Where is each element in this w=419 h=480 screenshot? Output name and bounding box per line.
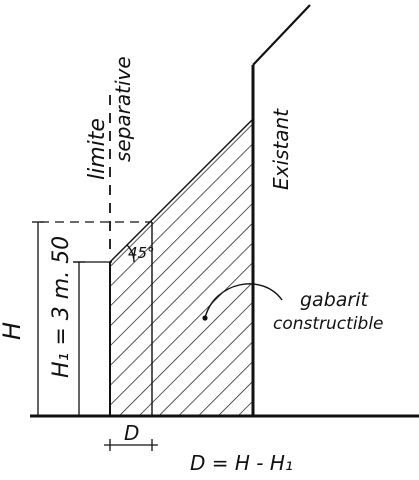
label-h-total: H	[0, 322, 26, 340]
label-h1: H₁ = 3 m. 50	[49, 236, 74, 378]
label-angle: 45°	[128, 244, 155, 262]
angle-arc	[126, 244, 135, 263]
slope-45-line	[109, 119, 253, 263]
hatched-buildable-area	[110, 120, 252, 415]
label-constructible: constructible	[273, 314, 384, 334]
gabarit-leader-curve	[204, 283, 283, 319]
label-separative: separative	[111, 56, 135, 162]
label-gabarit: gabarit	[300, 289, 369, 311]
gabarit-leader-dot	[202, 315, 208, 321]
label-existant: Existant	[269, 108, 293, 190]
label-d: D	[124, 421, 139, 445]
existing-roof-line	[252, 4, 311, 66]
label-formula: D = H - H₁	[190, 451, 293, 475]
label-limite: limite	[85, 118, 110, 180]
